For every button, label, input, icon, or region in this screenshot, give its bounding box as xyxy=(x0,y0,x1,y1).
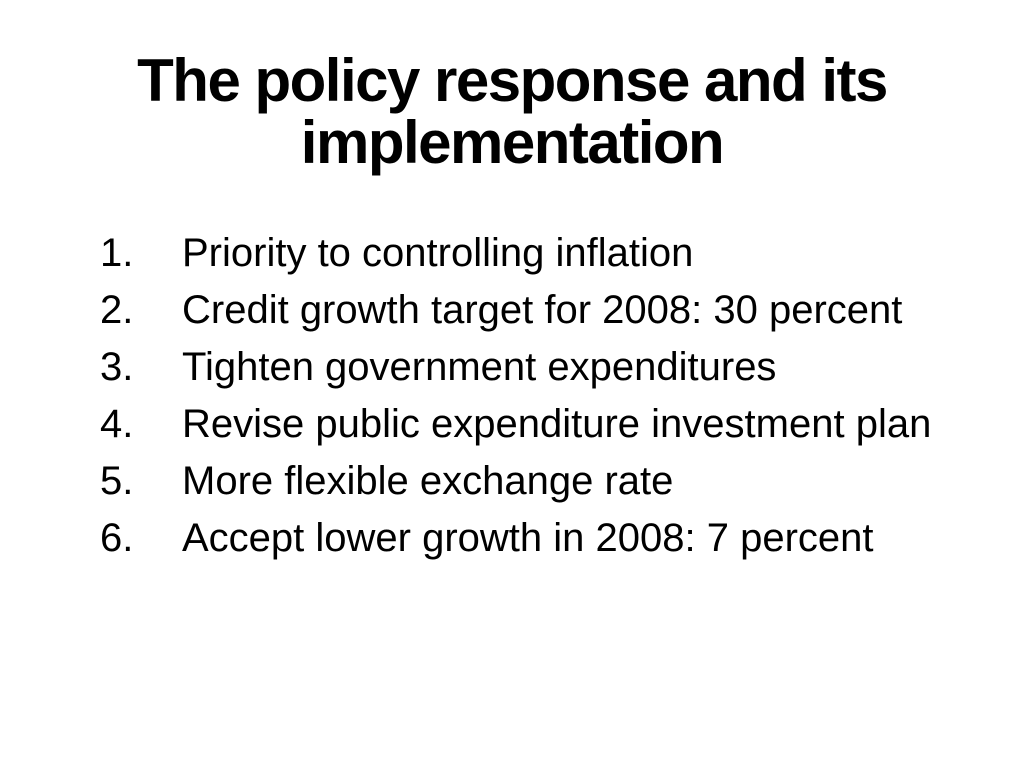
list-item-number: 4. xyxy=(100,402,134,446)
numbered-list: 1. Priority to controlling inflation 2. … xyxy=(100,225,984,567)
list-item-number: 3. xyxy=(100,345,134,389)
list-item-number: 2. xyxy=(100,288,134,332)
list-item: 6. Accept lower growth in 2008: 7 percen… xyxy=(100,510,984,567)
list-item: 4. Revise public expenditure investment … xyxy=(100,396,984,453)
list-item-text: Priority to controlling inflation xyxy=(182,231,694,275)
list-item: 2. Credit growth target for 2008: 30 per… xyxy=(100,282,984,339)
list-item: 1. Priority to controlling inflation xyxy=(100,225,984,282)
list-item-text: Accept lower growth in 2008: 7 percent xyxy=(182,516,874,560)
list-item: 3. Tighten government expenditures xyxy=(100,339,984,396)
slide-title: The policy response and its implementati… xyxy=(40,50,984,174)
list-item-number: 5. xyxy=(100,459,134,503)
list-item-text: Revise public expenditure investment pla… xyxy=(182,402,932,446)
list-item-number: 1. xyxy=(100,231,134,275)
list-item-text: Tighten government expenditures xyxy=(182,345,777,389)
list-item-text: Credit growth target for 2008: 30 percen… xyxy=(182,288,903,332)
slide-title-line-2: implementation xyxy=(300,109,725,176)
list-item-number: 6. xyxy=(100,516,134,560)
list-item-text: More flexible exchange rate xyxy=(182,459,674,503)
list-item: 5. More flexible exchange rate xyxy=(100,453,984,510)
slide-title-line-1: The policy response and its xyxy=(137,47,888,114)
